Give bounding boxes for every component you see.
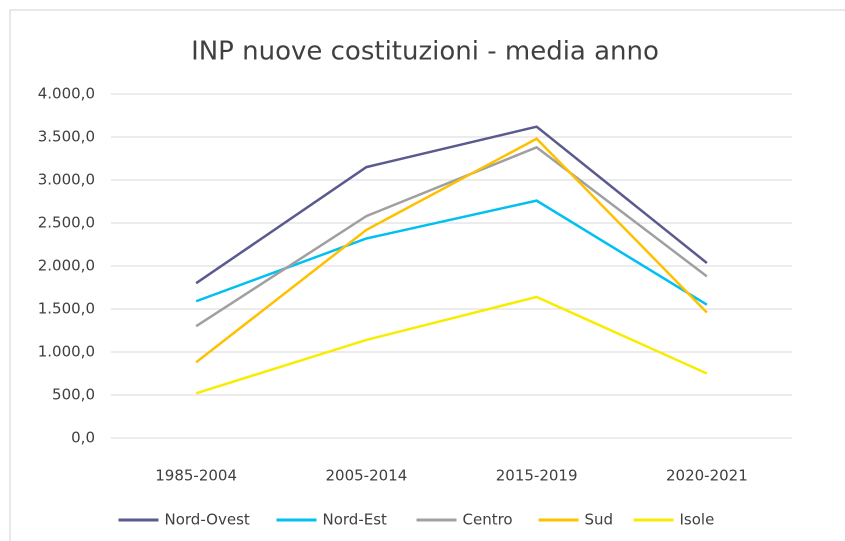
y-tick-label: 1.500,0 [38, 300, 95, 318]
legend-label: Nord-Ovest [165, 511, 250, 529]
legend-label: Isole [680, 511, 715, 529]
x-tick-label: 2020-2021 [666, 467, 748, 485]
series-line [195, 125, 708, 285]
y-tick-label: 500,0 [52, 386, 95, 404]
y-tick-label: 2.500,0 [38, 214, 95, 232]
y-tick-label: 3.000,0 [38, 171, 95, 189]
x-tick-label: 1985-2004 [155, 467, 237, 485]
series-line [195, 145, 708, 328]
y-tick-label: 3.500,0 [38, 128, 95, 146]
series-line [195, 137, 708, 364]
series-line [195, 295, 708, 395]
legend-label: Sud [585, 511, 614, 529]
y-tick-label: 0,0 [71, 429, 95, 447]
y-tick-label: 4.000,0 [38, 85, 95, 103]
chart-frame [9, 9, 845, 541]
y-tick-label: 1.000,0 [38, 343, 95, 361]
legend-label: Centro [463, 511, 513, 529]
chart-title: INP nuove costituzioni - media anno [191, 37, 659, 67]
series-line [195, 199, 708, 306]
y-tick-label: 2.000,0 [38, 257, 95, 275]
legend-label: Nord-Est [323, 511, 388, 529]
x-tick-label: 2015-2019 [496, 467, 578, 485]
x-tick-label: 2005-2014 [325, 467, 407, 485]
